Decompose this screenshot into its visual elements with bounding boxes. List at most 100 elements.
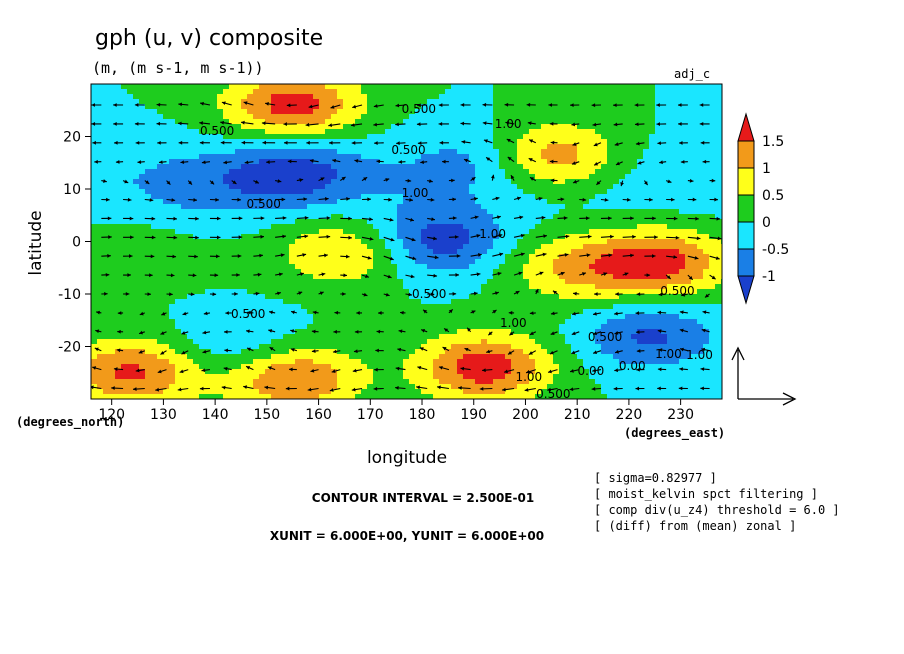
wind-vector: [134, 121, 145, 126]
wind-vector: [330, 104, 341, 109]
contour-label: 1.00: [686, 348, 713, 362]
wind-vector: [361, 217, 373, 222]
wind-vector: [503, 369, 515, 374]
x-axis-label: longitude: [367, 448, 447, 468]
wind-vector: [188, 254, 198, 259]
wind-vector: [622, 216, 634, 221]
wind-vector: [243, 385, 254, 390]
wind-vector: [600, 216, 612, 221]
wind-vector: [318, 272, 326, 277]
wind-vector: [525, 369, 536, 374]
wind-vector: [443, 328, 450, 333]
wind-vector: [135, 140, 145, 145]
wind-vector: [117, 311, 124, 315]
wind-vector: [657, 310, 667, 315]
wind-vector: [528, 350, 537, 356]
wind-vector: [470, 253, 482, 257]
wind-vector: [137, 160, 145, 164]
wind-vector: [579, 216, 590, 221]
contour-label: 0.500: [200, 124, 234, 138]
wind-vector: [275, 272, 283, 277]
colorbar-swatch: [737, 248, 755, 277]
wind-vector: [340, 292, 346, 296]
contour-label: 1.00: [479, 227, 506, 241]
wind-vector: [460, 121, 471, 126]
wind-vector: [101, 253, 111, 258]
wind-vector: [571, 331, 580, 336]
wind-vector: [92, 140, 102, 145]
wind-vector: [678, 386, 688, 391]
wind-vector: [373, 386, 384, 391]
wind-vector: [223, 160, 232, 165]
wind-vector: [179, 369, 189, 374]
wind-vector: [549, 159, 558, 164]
contour-label: 0.500: [412, 287, 446, 301]
wind-vector: [253, 291, 260, 296]
wind-vector: [492, 215, 501, 220]
wind-vector: [591, 386, 602, 391]
wind-vector: [529, 331, 537, 336]
wind-vector: [296, 178, 304, 182]
wind-vector: [231, 235, 243, 240]
wind-vector: [305, 122, 319, 127]
wind-vector: [354, 329, 363, 334]
wind-vector: [113, 103, 124, 107]
wind-vector: [483, 139, 493, 144]
wind-vector: [636, 292, 645, 297]
wind-vector: [550, 140, 558, 145]
contour-label: 0.00: [578, 364, 605, 378]
wind-vector: [502, 387, 515, 392]
wind-vector: [600, 253, 613, 258]
wind-vector: [614, 368, 623, 373]
x-tick-label: 150: [253, 407, 280, 423]
wind-vector: [700, 140, 710, 145]
wind-vector: [636, 349, 645, 353]
x-tick-label: 130: [150, 407, 177, 423]
wind-vector: [231, 216, 243, 221]
wind-vector: [461, 140, 471, 144]
wind-vector: [570, 103, 580, 108]
wind-vector: [506, 138, 515, 144]
x-tick-label: 200: [512, 407, 539, 423]
wind-vector: [571, 161, 580, 165]
wind-vector: [680, 159, 688, 164]
wind-vector: [138, 330, 145, 335]
wind-vector: [658, 348, 667, 352]
wind-vector: [592, 122, 602, 127]
wind-vector: [199, 140, 210, 145]
wind-vector: [253, 197, 264, 202]
wind-vector: [417, 365, 428, 371]
wind-vector: [274, 291, 281, 296]
wind-vector: [622, 197, 631, 202]
wind-vector: [231, 273, 240, 277]
wind-vector: [614, 349, 623, 354]
wind-vector: [448, 235, 459, 239]
wind-vector: [492, 233, 503, 238]
wind-vector: [427, 255, 439, 260]
wind-vector: [656, 122, 667, 126]
wind-vector: [318, 253, 328, 258]
wind-vector: [101, 235, 112, 240]
wind-vector: [166, 235, 178, 240]
wind-vector: [470, 234, 481, 238]
contour-label: 0.500: [536, 387, 570, 401]
wind-vector: [548, 103, 558, 107]
wind-vector: [188, 235, 199, 240]
wind-vector: [644, 216, 656, 221]
wind-vector: [614, 331, 623, 335]
wind-vector: [113, 121, 124, 126]
wind-vector: [657, 386, 667, 391]
wind-vector: [202, 349, 211, 354]
wind-vector: [513, 271, 523, 276]
chart-title: gph (u, v) composite: [95, 26, 323, 51]
wind-vector: [253, 234, 265, 239]
wind-vector: [460, 103, 471, 107]
wind-vector: [550, 331, 558, 335]
wind-vector: [592, 350, 602, 355]
chart-units: (m, (m s-1, m s-1)): [92, 59, 264, 77]
wind-vector: [361, 292, 368, 297]
wind-vector: [644, 273, 651, 278]
wind-vector: [290, 310, 297, 315]
wind-vector: [340, 273, 348, 278]
